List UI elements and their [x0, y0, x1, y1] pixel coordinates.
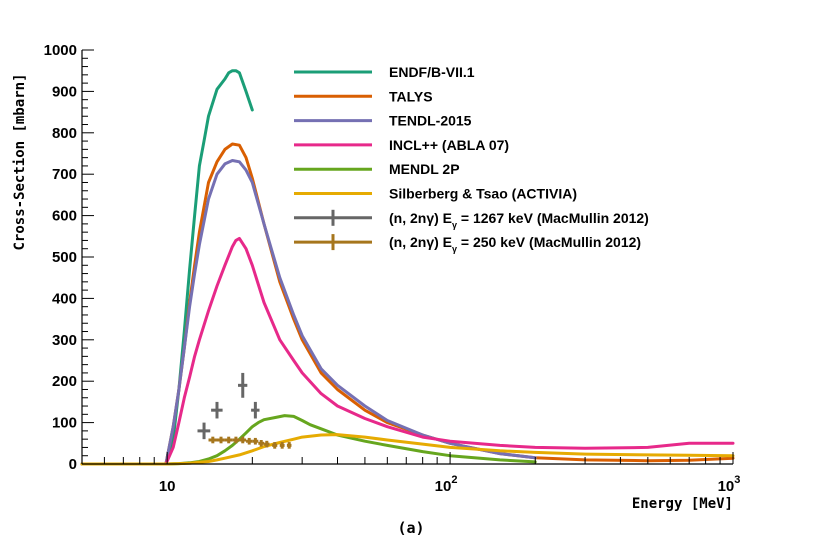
y-tick-label: 800: [52, 125, 77, 142]
axes-layer: 0 100 200 300 400 500 600 700 800 900 1000 10 102 103: [44, 42, 741, 495]
series-line: [80, 69, 254, 466]
panel-label: (a): [397, 519, 424, 537]
legend-label: Silberberg & Tsao (ACTIVIA): [389, 186, 577, 202]
series-3: [80, 236, 735, 466]
legend-label: ENDF/B-VII.1: [389, 64, 475, 80]
legend-label: TALYS: [389, 88, 433, 104]
x-axis-title: Energy [MeV]: [632, 496, 733, 512]
y-tick-label: 400: [52, 290, 77, 307]
legend-label: (n, 2nγ) Eγ = 250 keV (MacMullin 2012): [389, 234, 641, 254]
legend: ENDF/B-VII.1 TALYS TENDL-2015 INCL++ (ABLA …: [294, 64, 649, 254]
legend-label: TENDL-2015: [389, 113, 472, 129]
x-tick-label: 10: [159, 478, 176, 495]
legend-item-5: Silberberg & Tsao (ACTIVIA): [294, 186, 577, 202]
y-tick-label: 1000: [44, 42, 77, 59]
legend-item-4: MENDL 2P: [294, 161, 460, 177]
x-tick-label: 103: [718, 474, 741, 495]
x-tick-label: 102: [435, 474, 458, 495]
y-tick-label: 200: [52, 373, 77, 390]
legend-item-3: INCL++ (ABLA 07): [294, 137, 509, 153]
series-4: [80, 414, 537, 466]
legend-item-1: TALYS: [294, 88, 433, 104]
y-axis-title: Cross-Section [mbarn]: [12, 73, 28, 250]
legend-item-7: (n, 2nγ) Eγ = 250 keV (MacMullin 2012): [294, 234, 641, 254]
series-2: [80, 159, 537, 466]
legend-label: INCL++ (ABLA 07): [389, 137, 509, 153]
series-line: [80, 433, 735, 466]
series-0: [80, 69, 254, 466]
series-line: [80, 236, 735, 466]
series-layer: [80, 69, 735, 466]
y-tick-label: 900: [52, 83, 77, 100]
y-tick-label: 600: [52, 208, 77, 225]
y-tick-label: 300: [52, 332, 77, 349]
series-5: [80, 433, 735, 466]
legend-item-0: ENDF/B-VII.1: [294, 64, 475, 80]
series-7: [208, 436, 292, 449]
legend-label: (n, 2nγ) Eγ = 1267 keV (MacMullin 2012): [389, 210, 649, 230]
legend-item-2: TENDL-2015: [294, 113, 472, 129]
y-tick-label: 700: [52, 166, 77, 183]
series-6: [197, 372, 260, 440]
legend-label: MENDL 2P: [389, 161, 460, 177]
series-line: [80, 159, 537, 466]
series-line: [80, 414, 537, 466]
y-tick-label: 0: [69, 456, 77, 473]
y-tick-label: 500: [52, 249, 77, 266]
y-tick-label: 100: [52, 415, 77, 432]
legend-item-6: (n, 2nγ) Eγ = 1267 keV (MacMullin 2012): [294, 209, 649, 230]
